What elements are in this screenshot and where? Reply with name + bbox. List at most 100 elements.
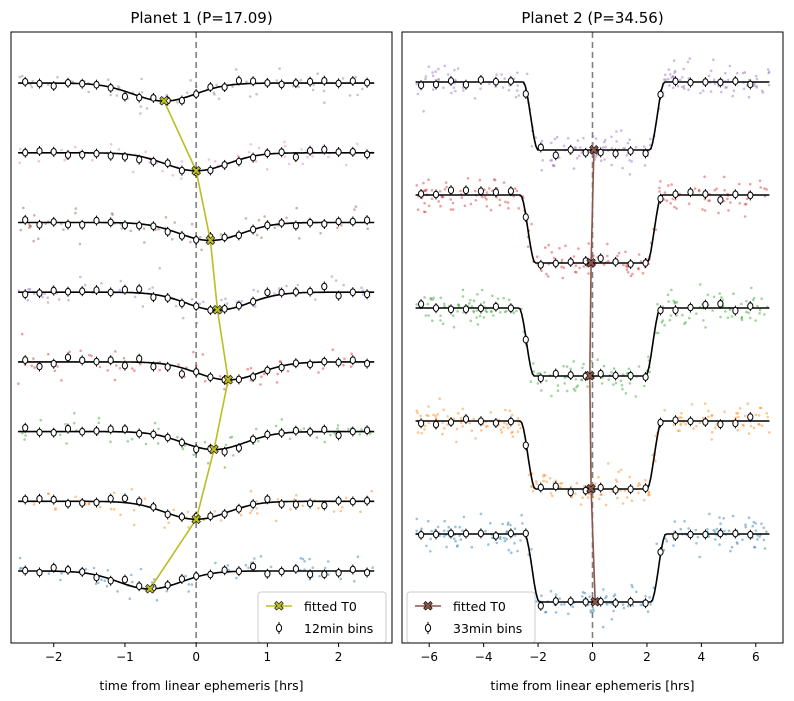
raw-data-point xyxy=(30,85,34,89)
raw-data-point xyxy=(151,286,154,289)
raw-data-point xyxy=(687,88,690,91)
raw-data-point xyxy=(192,350,195,354)
raw-data-point xyxy=(429,537,433,541)
binned-point xyxy=(64,566,72,574)
raw-data-point xyxy=(103,579,106,582)
raw-data-point xyxy=(752,296,756,300)
raw-data-point xyxy=(760,522,763,525)
raw-data-point xyxy=(644,595,647,598)
binned-point xyxy=(321,220,328,228)
raw-data-point xyxy=(223,466,227,469)
raw-data-point xyxy=(287,162,291,166)
raw-data-point xyxy=(361,87,364,91)
binned-point xyxy=(687,417,694,426)
binned-point xyxy=(79,427,86,436)
fitted-t0-marker: ✖ xyxy=(586,257,597,272)
raw-data-point xyxy=(436,413,440,416)
raw-data-point xyxy=(249,489,253,493)
raw-data-point xyxy=(755,86,758,89)
raw-data-point xyxy=(250,509,254,512)
raw-data-point xyxy=(473,97,477,100)
raw-data-point xyxy=(649,137,652,141)
raw-data-point xyxy=(219,519,223,522)
raw-data-point xyxy=(203,440,207,444)
binned-point xyxy=(107,425,114,434)
raw-data-point xyxy=(456,411,460,415)
raw-data-point xyxy=(190,222,194,226)
raw-data-point xyxy=(60,572,63,575)
legend-bin-label: 12min bins xyxy=(304,621,373,636)
binned-point xyxy=(335,431,342,440)
raw-data-point xyxy=(361,293,365,296)
raw-data-point xyxy=(458,525,462,529)
raw-data-point xyxy=(459,421,463,425)
raw-data-point xyxy=(424,189,427,192)
raw-data-point xyxy=(634,146,638,149)
raw-data-point xyxy=(452,325,456,329)
raw-data-point xyxy=(39,419,43,422)
binned-point xyxy=(107,218,114,227)
binned-point xyxy=(221,510,228,518)
raw-data-point xyxy=(540,269,543,273)
raw-data-point xyxy=(126,440,130,443)
raw-data-point xyxy=(758,312,761,315)
transit-4 xyxy=(17,332,375,391)
fitted-t0-marker: ✖ xyxy=(584,370,595,385)
raw-data-point xyxy=(483,196,487,199)
raw-data-point xyxy=(622,263,625,267)
raw-data-point xyxy=(439,204,442,208)
binned-point xyxy=(642,259,649,267)
raw-data-point xyxy=(472,310,476,314)
raw-data-point xyxy=(565,389,569,393)
raw-data-point xyxy=(545,480,548,484)
raw-data-point xyxy=(745,202,748,206)
raw-data-point xyxy=(559,482,562,485)
raw-data-point xyxy=(425,188,428,192)
raw-data-point xyxy=(21,431,24,435)
raw-data-point xyxy=(682,87,686,90)
raw-data-point xyxy=(423,296,426,299)
raw-data-point xyxy=(649,603,652,606)
binned-point xyxy=(657,418,664,427)
raw-data-point xyxy=(470,429,474,433)
raw-data-point xyxy=(17,382,20,386)
raw-data-point xyxy=(33,366,36,369)
raw-data-point xyxy=(219,233,223,236)
raw-data-point xyxy=(622,606,626,610)
binned-point xyxy=(717,196,724,204)
raw-data-point xyxy=(442,426,446,430)
raw-data-point xyxy=(688,57,691,60)
raw-data-point xyxy=(90,354,93,358)
raw-data-point xyxy=(663,323,666,327)
raw-data-point xyxy=(712,528,715,532)
raw-data-point xyxy=(687,527,690,530)
raw-data-point xyxy=(623,489,627,493)
raw-data-point xyxy=(31,79,34,83)
raw-data-point xyxy=(425,413,428,417)
raw-data-point xyxy=(215,83,218,87)
raw-data-point xyxy=(300,148,303,151)
raw-data-point xyxy=(131,580,134,584)
raw-data-point xyxy=(594,137,598,140)
raw-data-point xyxy=(542,479,545,483)
raw-data-point xyxy=(738,407,742,410)
raw-data-point xyxy=(630,499,634,503)
binned-point xyxy=(164,294,171,302)
raw-data-point xyxy=(353,580,356,583)
raw-data-point xyxy=(47,572,51,575)
binned-point xyxy=(178,299,185,308)
planet-2-x-axis-label: time from linear ephemeris [hrs] xyxy=(490,678,694,693)
raw-data-point xyxy=(624,250,627,254)
raw-data-point xyxy=(491,294,494,298)
raw-data-point xyxy=(672,423,676,427)
raw-data-point xyxy=(28,223,31,226)
raw-data-point xyxy=(699,283,702,286)
raw-data-point xyxy=(552,164,555,168)
binned-point xyxy=(93,498,100,507)
binned-point xyxy=(522,335,529,344)
raw-data-point xyxy=(469,202,473,206)
binned-point xyxy=(321,357,328,366)
raw-data-point xyxy=(416,431,420,434)
raw-data-point xyxy=(248,511,252,515)
